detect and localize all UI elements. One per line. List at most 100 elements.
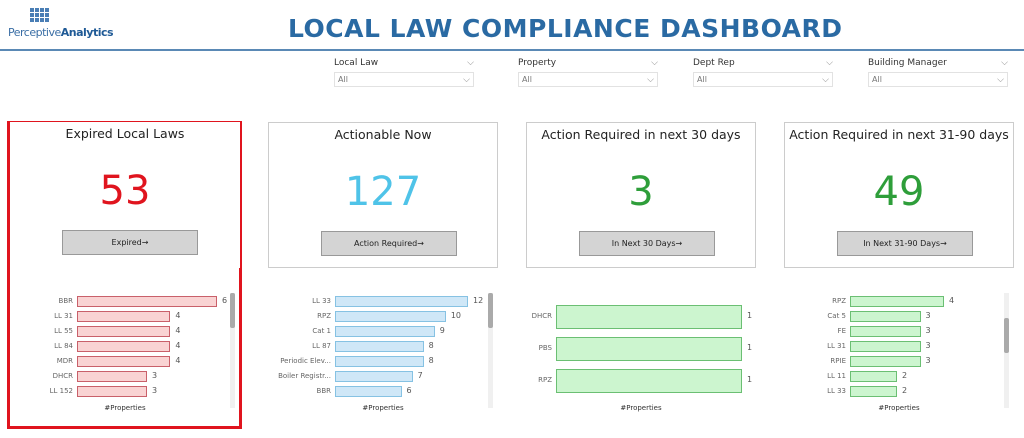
- category-label: LL 87: [312, 341, 331, 350]
- value-label: 8: [428, 340, 434, 350]
- category-label: Periodic Elev...: [280, 356, 331, 365]
- scrollbar[interactable]: [1004, 293, 1009, 408]
- filter-label: Building Manager: [868, 58, 947, 68]
- scrollbar[interactable]: [488, 293, 493, 408]
- bar[interactable]: [850, 311, 921, 322]
- value-label: 7: [417, 370, 423, 380]
- chevron-down-icon[interactable]: ⌵: [467, 58, 474, 68]
- logo: PerceptiveAnalytics: [8, 8, 114, 42]
- category-label: DHCR: [531, 312, 552, 320]
- filter-label: Local Law: [334, 58, 379, 68]
- value-label: 2: [902, 385, 908, 395]
- category-label: BBR: [58, 296, 73, 305]
- axis-label: #Properties: [878, 404, 920, 412]
- bar[interactable]: [335, 386, 402, 397]
- scrollbar-thumb[interactable]: [230, 293, 235, 328]
- bar[interactable]: [77, 371, 147, 382]
- category-label: LL 152: [49, 386, 73, 395]
- scrollbar[interactable]: [230, 293, 235, 408]
- bar[interactable]: [850, 296, 944, 307]
- value-label: 3: [152, 370, 158, 380]
- axis-label: #Properties: [362, 404, 404, 412]
- bar-chart-next-30-days: DHCR 1 PBS 1 RPZ 1 #Properties: [526, 285, 756, 417]
- bar[interactable]: [77, 386, 147, 397]
- chevron-down-icon: ⌵: [647, 74, 654, 85]
- value-label: 3: [152, 385, 158, 395]
- value-label: 4: [175, 355, 181, 365]
- bar[interactable]: [335, 311, 446, 322]
- bar[interactable]: [77, 326, 171, 337]
- bar[interactable]: [335, 326, 435, 337]
- bar[interactable]: [556, 337, 742, 361]
- bar[interactable]: [77, 341, 171, 352]
- chevron-down-icon[interactable]: ⌵: [826, 58, 833, 68]
- kpi-title: Action Required in next 30 days: [541, 127, 741, 142]
- bar[interactable]: [556, 369, 742, 393]
- filter-value: All: [338, 75, 348, 84]
- kpi-title: Actionable Now: [334, 127, 432, 142]
- filter-value: All: [872, 75, 882, 84]
- bar[interactable]: [335, 341, 424, 352]
- category-label: BBR: [316, 386, 331, 395]
- filter-dropdown[interactable]: All ⌵: [334, 72, 474, 87]
- kpi-card-next-31-90-days: Action Required in next 31-90 days 49 In…: [784, 122, 1014, 268]
- filter-building-manager[interactable]: Building Manager ⌵ All ⌵: [868, 58, 1008, 87]
- filter-dept-rep[interactable]: Dept Rep ⌵ All ⌵: [693, 58, 833, 87]
- page-title: LOCAL LAW COMPLIANCE DASHBOARD: [288, 14, 843, 43]
- bar[interactable]: [335, 296, 468, 307]
- bar[interactable]: [850, 341, 921, 352]
- filter-dropdown[interactable]: All ⌵: [868, 72, 1008, 87]
- value-label: 4: [949, 295, 955, 305]
- chevron-down-icon[interactable]: ⌵: [651, 58, 658, 68]
- category-label: LL 84: [54, 341, 73, 350]
- bar-chart-next-31-90-days: RPZ 4 Cat 5 3 FE 3 LL 31 3 RPIE 3 LL 11 2 LL 33 2 #Pro…: [784, 285, 1014, 417]
- bar[interactable]: [556, 305, 742, 329]
- filter-property[interactable]: Property ⌵ All ⌵: [518, 58, 658, 87]
- category-label: LL 55: [54, 326, 73, 335]
- value-label: 1: [747, 343, 753, 352]
- filter-local-law[interactable]: Local Law ⌵ All ⌵: [334, 58, 474, 87]
- bar[interactable]: [335, 356, 424, 367]
- bar[interactable]: [77, 311, 171, 322]
- bar[interactable]: [850, 326, 921, 337]
- category-label: PBS: [538, 344, 552, 352]
- filter-value: All: [522, 75, 532, 84]
- category-label: LL 31: [827, 341, 846, 350]
- bar[interactable]: [77, 356, 171, 367]
- kpi-value: 127: [344, 169, 422, 215]
- next-30-days-button[interactable]: In Next 30 Days→: [579, 231, 715, 256]
- filter-label: Property: [518, 58, 557, 68]
- axis-label: #Properties: [104, 404, 146, 412]
- kpi-title: Action Required in next 31-90 days: [789, 127, 1009, 142]
- filter-dropdown[interactable]: All ⌵: [693, 72, 833, 87]
- kpi-card-next-30-days: Action Required in next 30 days 3 In Nex…: [526, 122, 756, 268]
- bar[interactable]: [850, 356, 921, 367]
- category-label: LL 33: [827, 386, 846, 395]
- filter-value: All: [697, 75, 707, 84]
- bar[interactable]: [850, 371, 897, 382]
- bar[interactable]: [77, 296, 217, 307]
- bar[interactable]: [850, 386, 897, 397]
- bar-chart-expired: BBR 6 LL 31 4 LL 55 4 LL 84 4 MDR 4 DHCR 3 LL 152 3 #P…: [10, 285, 240, 417]
- chevron-down-icon[interactable]: ⌵: [1001, 58, 1008, 68]
- category-label: RPZ: [832, 296, 846, 305]
- next-31-90-days-button[interactable]: In Next 31-90 Days→: [837, 231, 973, 256]
- logo-text: PerceptiveAnalytics: [8, 26, 114, 39]
- value-label: 3: [925, 310, 931, 320]
- scrollbar-thumb[interactable]: [488, 293, 493, 328]
- kpi-card-actionable-now: Actionable Now 127 Action Required→: [268, 122, 498, 268]
- scrollbar-thumb[interactable]: [1004, 318, 1009, 353]
- category-label: Cat 5: [827, 311, 846, 320]
- filter-dropdown[interactable]: All ⌵: [518, 72, 658, 87]
- value-label: 1: [747, 311, 753, 320]
- value-label: 4: [175, 325, 181, 335]
- actionable-now-button[interactable]: Action Required→: [321, 231, 457, 256]
- kpi-card-expired: Expired Local Laws 53 Expired→: [10, 122, 240, 268]
- category-label: Cat 1: [312, 326, 331, 335]
- category-label: LL 11: [827, 371, 846, 380]
- chevron-down-icon: ⌵: [822, 74, 829, 85]
- kpi-value: 53: [99, 168, 151, 214]
- expired-button[interactable]: Expired→: [62, 230, 198, 255]
- bar[interactable]: [335, 371, 413, 382]
- category-label: FE: [837, 326, 846, 335]
